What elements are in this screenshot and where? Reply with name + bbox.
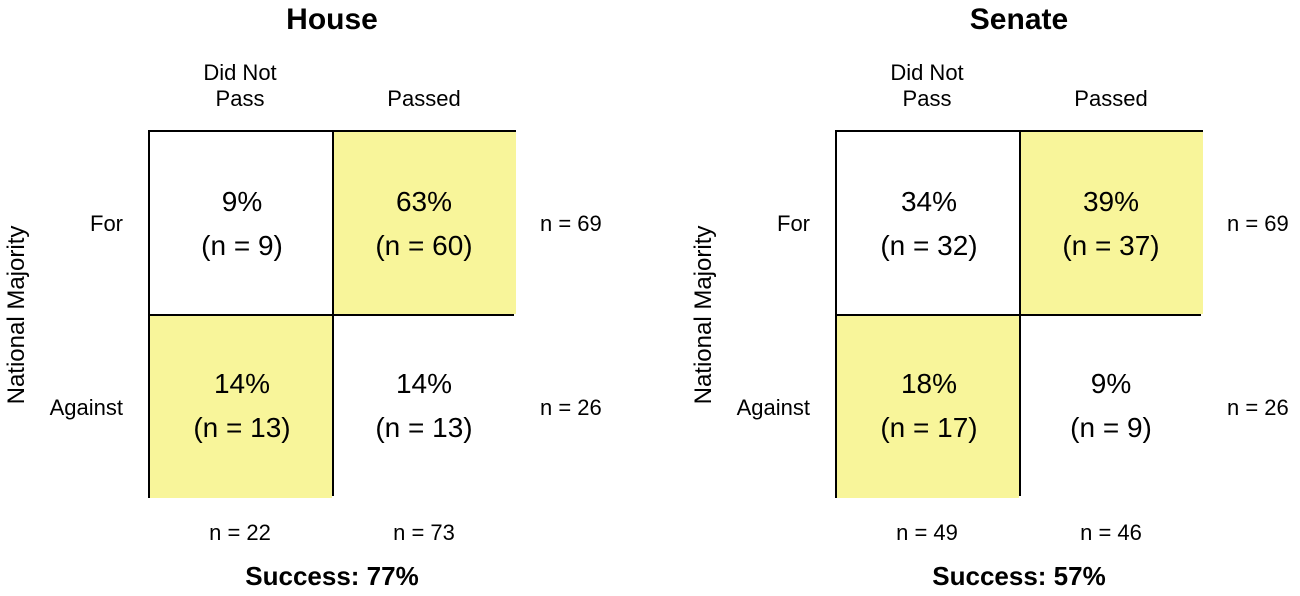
grid-divider-horizontal xyxy=(150,314,514,316)
chart-title: House xyxy=(286,3,378,36)
column-header-passed: Passed xyxy=(1019,58,1203,112)
cell-count: (n = 32) xyxy=(880,230,978,261)
cell-percent: 18% xyxy=(900,368,958,399)
cell-for-passed: 63% (n = 60) xyxy=(332,132,516,316)
cell-count: (n = 9) xyxy=(1070,412,1152,443)
row-header-against: Against xyxy=(49,395,123,420)
cell-count: (n = 37) xyxy=(1062,230,1160,261)
row-total-for: n = 69 xyxy=(540,211,602,236)
house-panel: House Did Not Pass Passed National Major… xyxy=(3,3,602,591)
cell-percent: 34% xyxy=(900,186,958,217)
cell-percent: 9% xyxy=(1090,368,1132,399)
cell-for-did-not-pass: 9% (n = 9) xyxy=(150,132,334,316)
column-header-passed: Passed xyxy=(332,58,516,112)
contingency-grid: 34% (n = 32) 39% (n = 37) 18% (n = 17) 9… xyxy=(835,130,1203,498)
cell-for-did-not-pass: 34% (n = 32) xyxy=(837,132,1021,316)
senate-panel: Senate Did Not Pass Passed National Majo… xyxy=(687,0,1300,596)
column-header-label: Did Not Pass xyxy=(203,60,277,111)
row-header-against: Against xyxy=(736,395,810,420)
column-total-passed: n = 46 xyxy=(1080,520,1142,545)
column-total-passed: n = 73 xyxy=(393,520,455,545)
cell-for-passed: 39% (n = 37) xyxy=(1019,132,1203,316)
cell-count: (n = 9) xyxy=(201,230,283,261)
cell-percent: 9% xyxy=(221,186,263,217)
cell-percent: 63% xyxy=(395,186,453,217)
cell-against-passed: 9% (n = 9) xyxy=(1019,314,1203,498)
cell-count: (n = 13) xyxy=(375,412,473,443)
row-total-against: n = 26 xyxy=(1227,395,1289,420)
cell-against-passed: 14% (n = 13) xyxy=(332,314,516,498)
row-header-for: For xyxy=(777,211,810,236)
column-header-did-not-pass: Did Not Pass xyxy=(148,58,332,112)
column-total-did-not-pass: n = 22 xyxy=(209,520,271,545)
column-header-label: Did Not Pass xyxy=(890,60,964,111)
column-total-did-not-pass: n = 49 xyxy=(896,520,958,545)
row-total-against: n = 26 xyxy=(540,395,602,420)
row-total-for: n = 69 xyxy=(1227,211,1289,236)
cell-against-did-not-pass: 14% (n = 13) xyxy=(150,314,334,498)
column-header-label: Passed xyxy=(1074,86,1148,111)
row-header-for: For xyxy=(90,211,123,236)
column-header-label: Passed xyxy=(387,86,461,111)
cell-count: (n = 60) xyxy=(375,230,473,261)
chart-title: Senate xyxy=(969,3,1069,36)
grid-divider-horizontal xyxy=(837,314,1201,316)
cell-percent: 14% xyxy=(213,368,271,399)
cell-percent: 14% xyxy=(395,368,453,399)
success-rate: Success: 57% xyxy=(932,561,1106,591)
cell-percent: 39% xyxy=(1082,186,1140,217)
contingency-grid: 9% (n = 9) 63% (n = 60) 14% (n = 13) 14%… xyxy=(148,130,516,498)
column-header-did-not-pass: Did Not Pass xyxy=(835,58,1019,112)
success-rate: Success: 77% xyxy=(245,561,419,591)
cell-count: (n = 13) xyxy=(193,412,291,443)
cell-count: (n = 17) xyxy=(880,412,978,443)
cell-against-did-not-pass: 18% (n = 17) xyxy=(837,314,1021,498)
